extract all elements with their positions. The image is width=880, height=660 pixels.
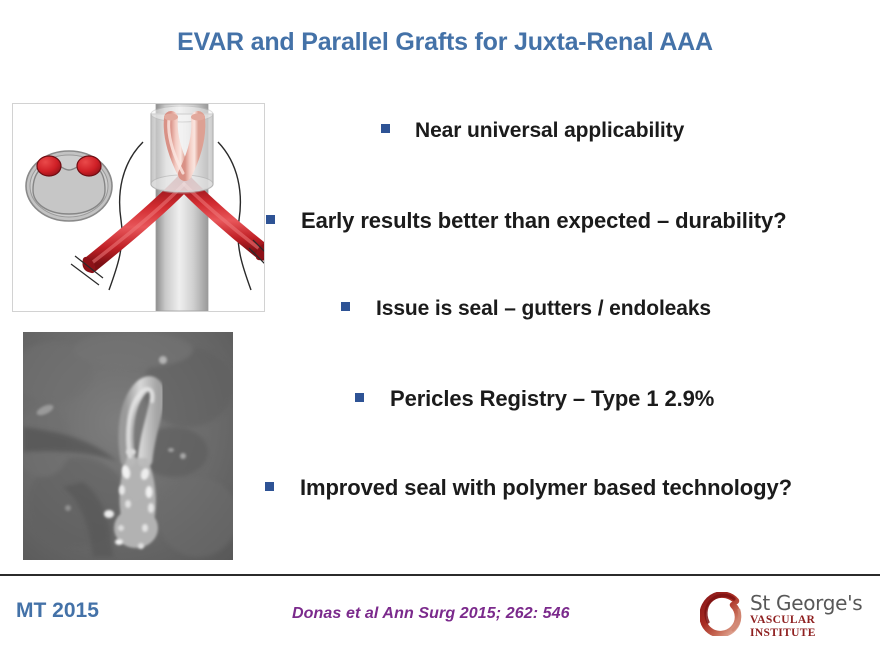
calcification-specks <box>104 449 154 549</box>
square-bullet-icon <box>265 482 274 491</box>
square-bullet-icon <box>341 302 350 311</box>
list-item-label: Pericles Registry – Type 1 2.9% <box>390 386 715 411</box>
list-item-label: Improved seal with polymer based technol… <box>300 475 792 500</box>
footer-label: MT 2015 <box>16 599 99 622</box>
list-item: Early results better than expected – dur… <box>266 208 787 234</box>
ct-graphic <box>23 332 233 560</box>
list-item: Near universal applicability <box>381 119 684 143</box>
illustration-graphic <box>13 104 264 311</box>
list-item: Issue is seal – gutters / endoleaks <box>341 297 711 321</box>
aorta-main-view <box>70 104 264 311</box>
logo-name: St George's <box>750 591 863 615</box>
cross-section-inset <box>25 150 113 222</box>
list-item-label: Issue is seal – gutters / endoleaks <box>376 297 711 320</box>
list-item-label: Near universal applicability <box>415 119 685 142</box>
square-bullet-icon <box>381 124 390 133</box>
page-title: EVAR and Parallel Grafts for Juxta-Renal… <box>177 28 713 56</box>
list-item: Pericles Registry – Type 1 2.9% <box>355 386 714 412</box>
chimney-graft-illustration <box>12 103 265 312</box>
footer-citation: Donas et al Ann Surg 2015; 262: 546 <box>292 605 570 622</box>
logo-text-block: St George's VASCULAR INSTITUTE <box>750 591 870 640</box>
ct-angiogram-image <box>23 332 233 560</box>
list-item: Improved seal with polymer based technol… <box>265 475 792 501</box>
list-item-label: Early results better than expected – dur… <box>301 208 787 233</box>
footer-divider <box>0 574 880 576</box>
st-georges-logo: St George's VASCULAR INSTITUTE <box>700 590 870 640</box>
logo-subtitle: VASCULAR INSTITUTE <box>750 614 816 639</box>
square-bullet-icon <box>355 393 364 402</box>
square-bullet-icon <box>266 215 275 224</box>
brushstroke-ring-icon <box>700 592 742 636</box>
